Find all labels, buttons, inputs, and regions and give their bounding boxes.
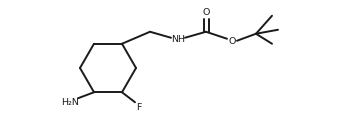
Text: O: O	[228, 37, 236, 46]
Text: H₂N: H₂N	[61, 98, 79, 107]
Text: O: O	[202, 8, 210, 17]
Text: F: F	[136, 103, 142, 112]
Text: NH: NH	[171, 35, 185, 44]
